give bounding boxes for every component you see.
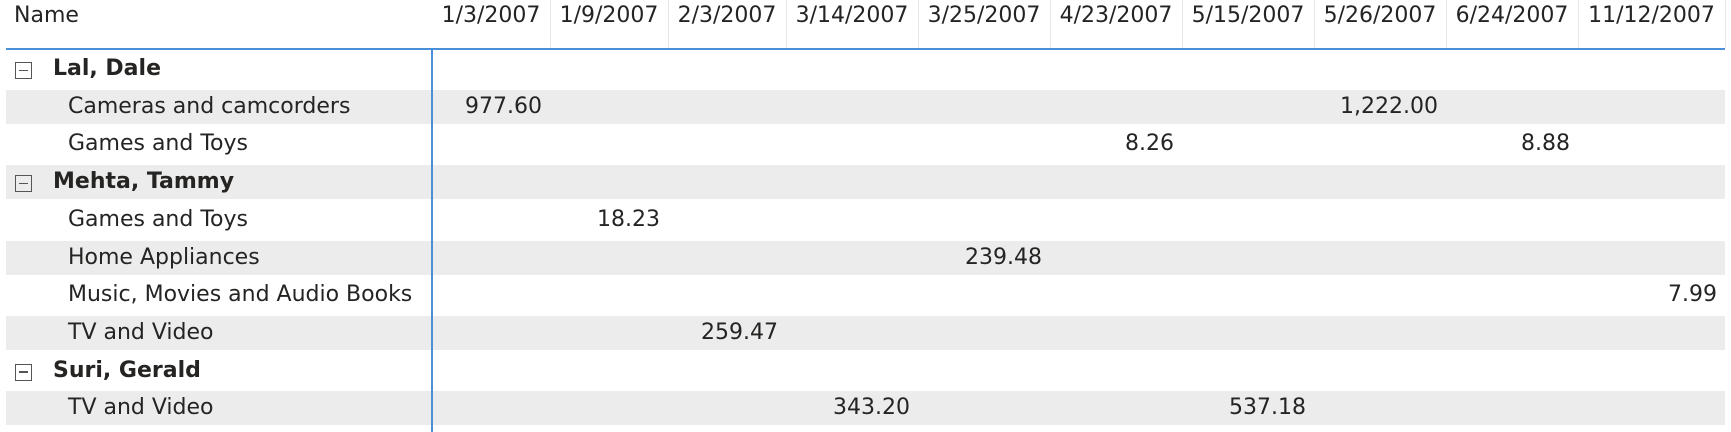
- header-underline: [6, 48, 1725, 50]
- table-row: Cameras and camcorders 977.60 1,222.00: [6, 89, 1725, 124]
- value-cell[interactable]: 239.48: [965, 244, 1042, 270]
- collapse-icon[interactable]: [15, 62, 32, 79]
- column-header-date[interactable]: 1/3/2007: [441, 3, 541, 28]
- group-row: Mehta, Tammy: [6, 165, 1725, 200]
- category-label: Music, Movies and Audio Books: [68, 282, 413, 308]
- value-cell[interactable]: 537.18: [1229, 395, 1306, 421]
- collapse-icon[interactable]: [15, 175, 32, 193]
- group-label: Mehta, Tammy: [53, 169, 235, 195]
- value-cell[interactable]: 18.23: [597, 206, 660, 232]
- column-header-date[interactable]: 2/3/2007: [677, 3, 777, 28]
- row-header-divider: [431, 50, 433, 432]
- table-row: Music, Movies and Audio Books 7.99: [6, 278, 1725, 312]
- column-separator: [1578, 0, 1579, 48]
- column-separator: [786, 0, 787, 48]
- group-label: Suri, Gerald: [53, 357, 201, 383]
- column-header-date[interactable]: 1/9/2007: [559, 3, 659, 28]
- table-row: Games and Toys 8.26 8.88: [6, 127, 1725, 161]
- group-label: Lal, Dale: [53, 56, 161, 81]
- column-separator: [550, 0, 551, 48]
- column-separator: [1446, 0, 1447, 48]
- category-label: Games and Toys: [68, 131, 248, 157]
- value-cell[interactable]: 977.60: [465, 93, 542, 119]
- table-row: TV and Video 259.47: [6, 315, 1725, 350]
- column-header-date[interactable]: 5/15/2007: [1191, 3, 1305, 28]
- row-header-name[interactable]: Name: [14, 3, 79, 28]
- value-cell[interactable]: 8.26: [1125, 131, 1174, 157]
- column-header-date[interactable]: 11/12/2007: [1588, 3, 1715, 28]
- group-row: Suri, Gerald: [6, 354, 1725, 388]
- category-label: Games and Toys: [68, 206, 248, 232]
- table-row: Games and Toys 18.23: [6, 203, 1725, 237]
- category-label: Cameras and camcorders: [68, 93, 351, 119]
- column-header-date[interactable]: 3/14/2007: [795, 3, 909, 28]
- column-header-date[interactable]: 5/26/2007: [1323, 3, 1437, 28]
- column-header-date[interactable]: 4/23/2007: [1059, 3, 1173, 28]
- column-separator: [668, 0, 669, 48]
- value-cell[interactable]: 8.88: [1521, 131, 1570, 157]
- category-label: TV and Video: [68, 319, 214, 345]
- value-cell[interactable]: 1,222.00: [1340, 93, 1438, 119]
- value-cell[interactable]: 259.47: [701, 319, 778, 345]
- column-header-date[interactable]: 6/24/2007: [1455, 3, 1569, 28]
- collapse-icon[interactable]: [15, 363, 32, 381]
- table-row: TV and Video 343.20 537.18: [6, 391, 1725, 426]
- category-label: TV and Video: [68, 395, 214, 421]
- category-label: Home Appliances: [68, 244, 260, 270]
- value-cell[interactable]: 343.20: [833, 395, 910, 421]
- value-cell[interactable]: 7.99: [1668, 282, 1717, 308]
- column-separator: [1182, 0, 1183, 48]
- column-header-date[interactable]: 3/25/2007: [927, 3, 1041, 28]
- column-separator: [1314, 0, 1315, 48]
- column-separator: [918, 0, 919, 48]
- group-row: Lal, Dale: [6, 52, 1725, 86]
- column-separator: [1050, 0, 1051, 48]
- table-row: Home Appliances 239.48: [6, 240, 1725, 275]
- column-separator: [1725, 0, 1726, 48]
